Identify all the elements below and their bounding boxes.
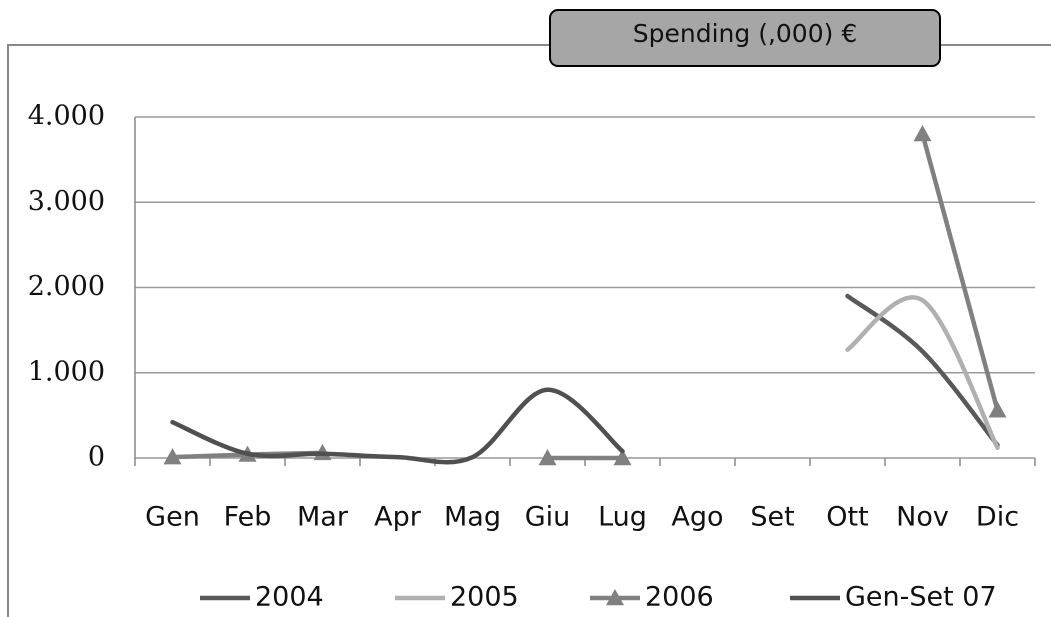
y-tick-label: 0	[88, 442, 105, 473]
point-marker	[613, 449, 632, 466]
x-tick-label: Apr	[374, 502, 422, 533]
legend-label: 2005	[450, 582, 519, 613]
series-line	[845, 295, 1000, 451]
legend-label: 2004	[255, 582, 324, 613]
legend-label: Gen-Set 07	[845, 582, 997, 613]
x-tick-label: Giu	[525, 502, 571, 533]
series-line	[170, 387, 625, 465]
x-tick-label: Set	[750, 502, 794, 533]
y-tick-label: 4.000	[28, 101, 105, 132]
y-tick-label: 3.000	[28, 186, 105, 217]
point-marker	[913, 125, 932, 142]
x-tick-label: Mar	[297, 502, 349, 533]
point-marker	[538, 449, 557, 466]
y-tick-label: 1.000	[28, 356, 105, 387]
point-marker	[988, 401, 1007, 418]
legend-marker	[606, 589, 624, 606]
chart-title: Spending (,000) €	[633, 19, 857, 48]
point-marker	[163, 448, 182, 465]
y-tick-label: 2.000	[28, 271, 105, 302]
series-line	[920, 131, 1000, 413]
x-tick-label: Feb	[224, 502, 272, 533]
title-box	[549, 9, 941, 67]
x-tick-label: Dic	[976, 502, 1019, 533]
x-tick-label: Lug	[598, 502, 647, 533]
x-tick-label: Nov	[896, 502, 949, 533]
x-tick-label: Ago	[671, 502, 723, 533]
legend-label: 2006	[645, 582, 714, 613]
x-tick-label: Mag	[444, 502, 501, 533]
x-tick-label: Ott	[826, 502, 868, 533]
series-line	[845, 293, 1000, 448]
x-tick-label: Gen	[145, 502, 200, 533]
